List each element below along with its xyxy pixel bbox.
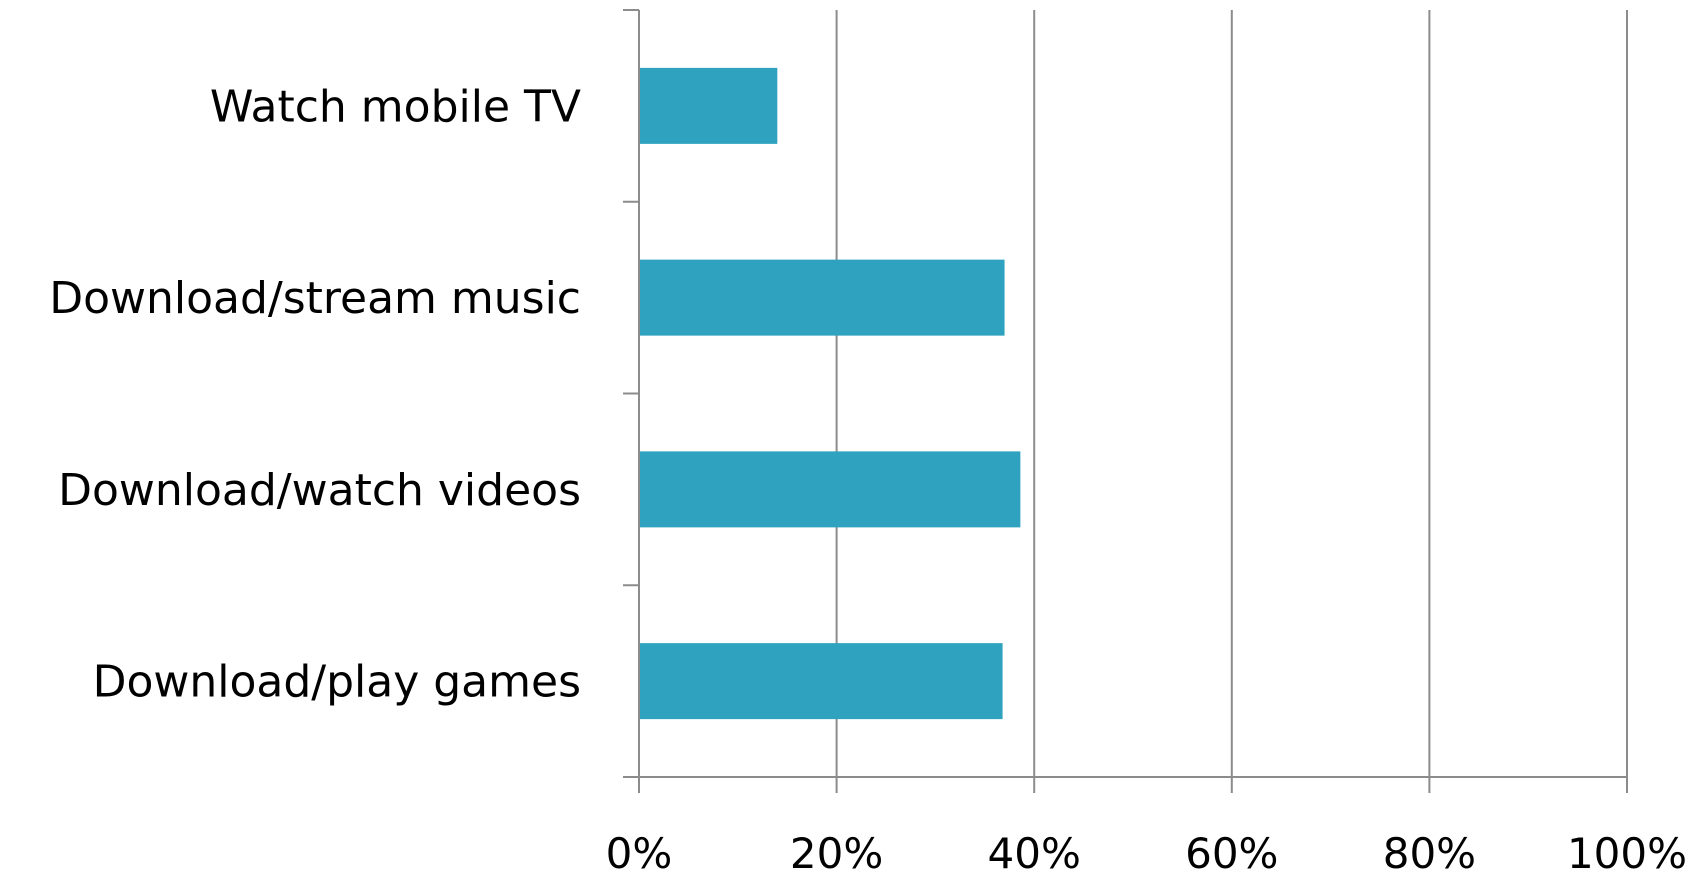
- category-label: Download/play games: [93, 657, 581, 708]
- bar: [639, 67, 778, 144]
- labels: 0% 20% 40% 60% 80% 100% Watch mobile TV Downloa…: [49, 81, 1687, 878]
- category-label: Watch mobile TV: [210, 81, 581, 132]
- x-tick-label: 40%: [988, 829, 1081, 878]
- bars: [639, 67, 1021, 720]
- x-tick-label: 80%: [1383, 829, 1476, 878]
- axes: [623, 9, 1628, 793]
- category-label: Download/watch videos: [58, 465, 581, 516]
- x-tick-label: 0%: [606, 829, 673, 878]
- bar: [639, 643, 1003, 720]
- x-tick-label: 20%: [790, 829, 883, 878]
- x-tick-label: 60%: [1185, 829, 1278, 878]
- bar: [639, 259, 1005, 336]
- category-label: Download/stream music: [49, 273, 581, 324]
- bar: [639, 451, 1021, 528]
- x-tick-label: 100%: [1567, 829, 1687, 878]
